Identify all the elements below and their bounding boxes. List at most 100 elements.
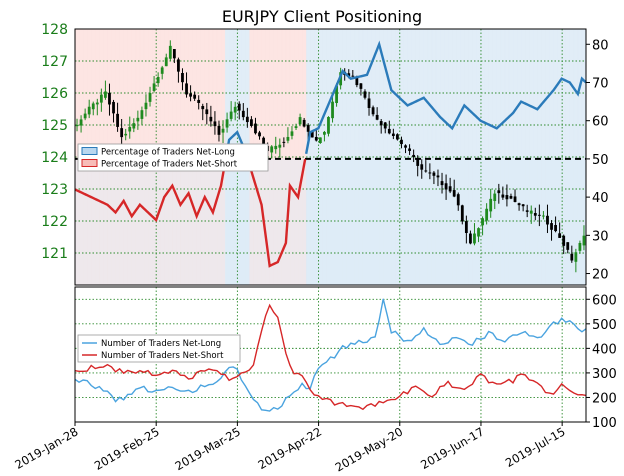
candle-body [546, 215, 549, 225]
candle-body [233, 106, 237, 113]
candle-body [250, 119, 253, 126]
candle-body [456, 194, 460, 206]
zone-day [513, 29, 518, 285]
bottom-panel: 100 200 300 400 500 600 Number of Traders Net… [74, 286, 617, 431]
price-tick-label: 128 [41, 22, 68, 38]
zone-day [314, 29, 319, 285]
candle-body [566, 242, 570, 250]
candle-body [108, 92, 111, 105]
candle-body [282, 141, 286, 143]
date-axis: 2019-Jan-28 2019-Feb-25 2019-Mar-25 2019-Ap… [12, 422, 568, 474]
price-tick-label: 124 [41, 150, 68, 166]
zone-day [533, 29, 538, 285]
candle-body [306, 125, 310, 132]
price-tick-label: 121 [41, 246, 68, 262]
zone-day [383, 29, 388, 285]
zone-day [407, 29, 412, 285]
bottom-legend-box [77, 334, 241, 363]
candle-body [83, 113, 87, 119]
zone-day [379, 29, 384, 285]
candle-body [193, 94, 197, 99]
legend-label-net-short: Percentage of Traders Net-Short [101, 160, 238, 170]
date-tick-label: 2019-Mar-25 [173, 424, 243, 473]
price-axis: 121 122 123 124 125 126 127 128 [41, 22, 68, 262]
candle-body [363, 91, 367, 98]
zone-day [338, 29, 343, 285]
number-net-long-line [74, 298, 587, 412]
zone-day [557, 29, 562, 285]
percent-axis: 20 30 40 50 60 70 80 [586, 38, 609, 283]
candle-body [205, 109, 209, 115]
candle-body [148, 93, 152, 102]
zone-day [460, 29, 465, 285]
candle-body [347, 73, 351, 77]
candle-body [509, 195, 513, 199]
candle-body [91, 103, 95, 110]
candle-body [172, 49, 176, 59]
candle-body [428, 172, 432, 174]
candle-body [87, 106, 91, 115]
zone-day [306, 29, 311, 285]
candle-body [164, 57, 168, 67]
candle-body [217, 125, 221, 135]
candle-body [132, 123, 136, 129]
candle-body [124, 133, 128, 136]
zone-day [427, 29, 433, 285]
percent-tick-label: 80 [592, 38, 609, 53]
candle-body [371, 107, 375, 115]
candle-body [570, 253, 574, 261]
chart-title: EURJPY Client Positioning [222, 7, 422, 26]
legend-swatch-net-long [81, 147, 98, 155]
candle-body [331, 101, 334, 119]
price-tick-label: 127 [41, 54, 68, 70]
zone-day [508, 29, 514, 285]
percent-net-short-line [74, 159, 307, 268]
count-tick-label: 100 [592, 416, 617, 431]
legend-label-number-net-short: Number of Traders Net-Short [101, 351, 224, 361]
zone-day [569, 29, 575, 285]
candle-body [270, 146, 274, 153]
legend-label-number-net-long: Number of Traders Net-Long [101, 339, 221, 349]
candle-body [489, 198, 493, 212]
candle-body [460, 205, 464, 222]
zone-day [541, 29, 546, 285]
count-tick-label: 400 [592, 342, 617, 357]
candle-body [525, 210, 529, 212]
zone-day [285, 29, 291, 285]
candle-body [529, 210, 533, 214]
percent-tick-label: 60 [592, 115, 609, 130]
zone-day [517, 29, 522, 285]
zone-day [464, 29, 469, 285]
count-axis: 100 200 300 400 500 600 [586, 293, 617, 431]
candle-body [452, 190, 456, 197]
candle-body [181, 73, 184, 83]
candle-body [156, 77, 160, 84]
candle-body [501, 194, 505, 198]
count-tick-label: 300 [592, 367, 617, 382]
percent-tick-label: 50 [592, 153, 609, 168]
candle-body [477, 228, 480, 237]
candle-body [432, 172, 436, 176]
candle-body [189, 93, 192, 97]
candle-body [104, 91, 107, 98]
zone-day [334, 29, 339, 285]
candle-body [177, 59, 180, 72]
zone-day [435, 29, 441, 285]
candle-body [469, 233, 472, 244]
price-tick-label: 126 [41, 86, 68, 102]
candle-body [464, 221, 468, 234]
number-net-short-line [74, 303, 587, 411]
count-tick-label: 200 [592, 391, 617, 406]
zone-day [75, 29, 80, 285]
candle-body [298, 117, 302, 125]
percent-tick-label: 70 [592, 76, 609, 91]
candle-body [440, 181, 444, 186]
candle-body [160, 67, 164, 74]
candle-body [99, 94, 103, 103]
candle-body [286, 136, 290, 141]
candle-body [318, 137, 322, 143]
candle-body [258, 132, 261, 137]
candle-body [375, 114, 379, 120]
zone-day [358, 29, 364, 285]
